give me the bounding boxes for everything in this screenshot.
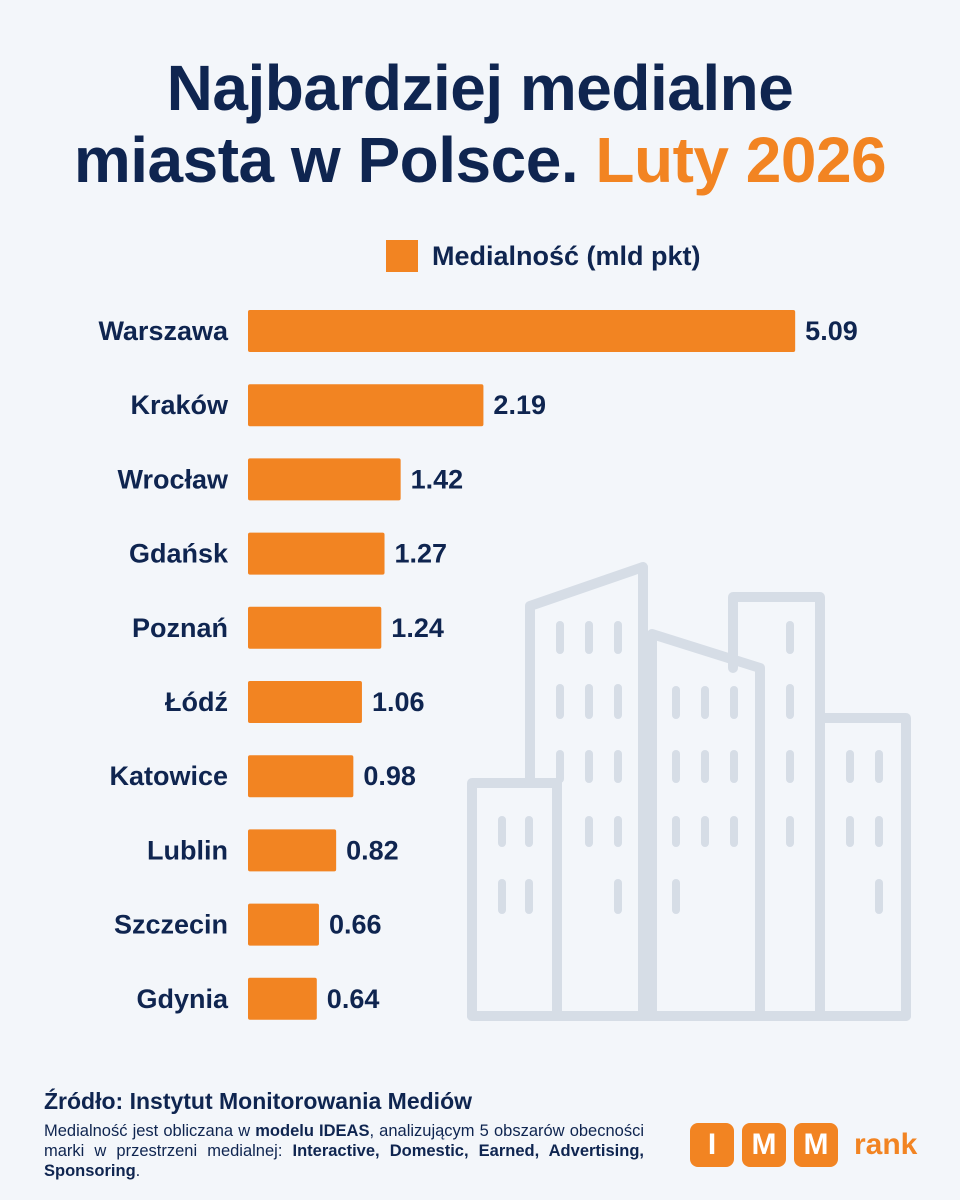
logo-letter-m1: M bbox=[742, 1123, 786, 1167]
category-label: Poznań bbox=[132, 613, 228, 643]
source-block: Źródło: Instytut Monitorowania Mediów Me… bbox=[44, 1088, 644, 1181]
bar bbox=[248, 458, 401, 501]
bar bbox=[248, 977, 317, 1020]
bar bbox=[248, 384, 484, 427]
note-model: modelu IDEAS bbox=[255, 1122, 370, 1140]
bar bbox=[248, 606, 382, 649]
title-highlight: Luty 2026 bbox=[595, 124, 887, 196]
bar bbox=[248, 681, 362, 723]
category-label: Warszawa bbox=[98, 316, 229, 346]
page-title: Najbardziej medialne miasta w Polsce. Lu… bbox=[0, 52, 960, 196]
legend-swatch bbox=[386, 240, 418, 272]
logo-letter-m2: M bbox=[794, 1123, 838, 1167]
value-label: 0.66 bbox=[329, 910, 382, 940]
bar bbox=[248, 310, 796, 352]
logo-rank-text: rank bbox=[854, 1128, 918, 1161]
note-text-1: Medialność jest obliczana w bbox=[44, 1122, 256, 1140]
category-label: Kraków bbox=[130, 390, 229, 420]
value-label: 0.98 bbox=[363, 761, 416, 791]
value-label: 1.06 bbox=[372, 687, 425, 717]
value-label: 1.24 bbox=[391, 613, 444, 643]
bar bbox=[248, 755, 354, 798]
value-label: 5.09 bbox=[805, 316, 858, 346]
value-label: 1.27 bbox=[395, 539, 448, 569]
note-areas: Interactive, Domestic, Earned, Advertisi… bbox=[44, 1142, 644, 1180]
chart-legend: Medialność (mld pkt) bbox=[386, 238, 701, 274]
value-label: 2.19 bbox=[493, 390, 546, 420]
category-label: Katowice bbox=[109, 761, 228, 791]
value-label: 1.42 bbox=[411, 464, 464, 494]
category-label: Łódź bbox=[165, 687, 228, 717]
note-text-2: , analizującym 5 obszarów obecności mark… bbox=[44, 1122, 644, 1160]
note-text-3: . bbox=[135, 1162, 141, 1180]
legend-label: Medialność (mld pkt) bbox=[432, 240, 701, 271]
category-label: Gdynia bbox=[136, 984, 229, 1014]
source-title: Źródło: Instytut Monitorowania Mediów bbox=[44, 1088, 473, 1114]
bar-chart: Warszawa 5.09 Kraków 2.19 Wrocław 1.42 Gdańsk 1… bbox=[98, 310, 858, 1020]
category-label: Szczecin bbox=[114, 910, 228, 940]
value-label: 0.64 bbox=[327, 984, 380, 1014]
value-label: 0.82 bbox=[346, 835, 399, 865]
source-note: Medialność jest obliczana w modelu IDEAS… bbox=[44, 1121, 644, 1181]
category-label: Lublin bbox=[147, 835, 228, 865]
bar bbox=[248, 532, 385, 575]
imm-rank-logo: I M M rank bbox=[690, 1123, 917, 1167]
bar bbox=[248, 903, 319, 946]
logo-letter-i: I bbox=[690, 1123, 734, 1167]
category-label: Wrocław bbox=[117, 464, 229, 494]
category-label: Gdańsk bbox=[129, 539, 229, 569]
bar bbox=[248, 829, 337, 872]
title-line2: miasta w Polsce. bbox=[73, 124, 579, 196]
title-line1: Najbardziej medialne bbox=[166, 52, 794, 124]
